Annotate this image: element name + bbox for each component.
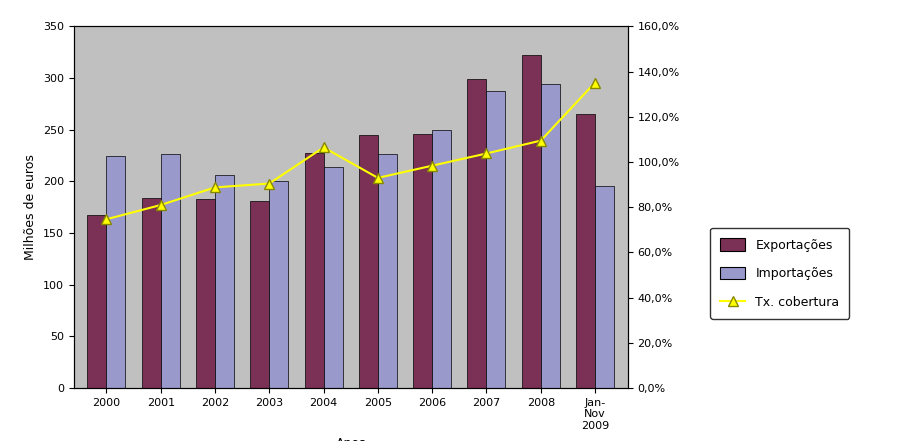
Bar (467, 79, 486, 388)
Bar (88, 214, 106, 388)
Bar (432, 130, 451, 388)
Bar (142, 198, 161, 388)
Y-axis label: Milhões de euros: Milhões de euros (24, 154, 38, 260)
Bar (576, 114, 595, 388)
Bar (270, 181, 288, 388)
Bar (324, 167, 342, 388)
Bar (305, 153, 324, 388)
Bar (106, 156, 126, 388)
Bar (215, 175, 234, 388)
Bar (595, 186, 614, 388)
Bar (414, 134, 432, 388)
Bar (359, 135, 378, 388)
Bar (196, 199, 215, 388)
Bar (486, 90, 506, 388)
Bar (378, 153, 397, 388)
Legend: Exportações, Importações, Tx. cobertura: Exportações, Importações, Tx. cobertura (711, 228, 849, 319)
Bar (541, 84, 559, 388)
X-axis label: Anos: Anos (335, 437, 366, 441)
Bar (250, 201, 270, 388)
Bar (161, 153, 180, 388)
Bar (521, 56, 541, 388)
